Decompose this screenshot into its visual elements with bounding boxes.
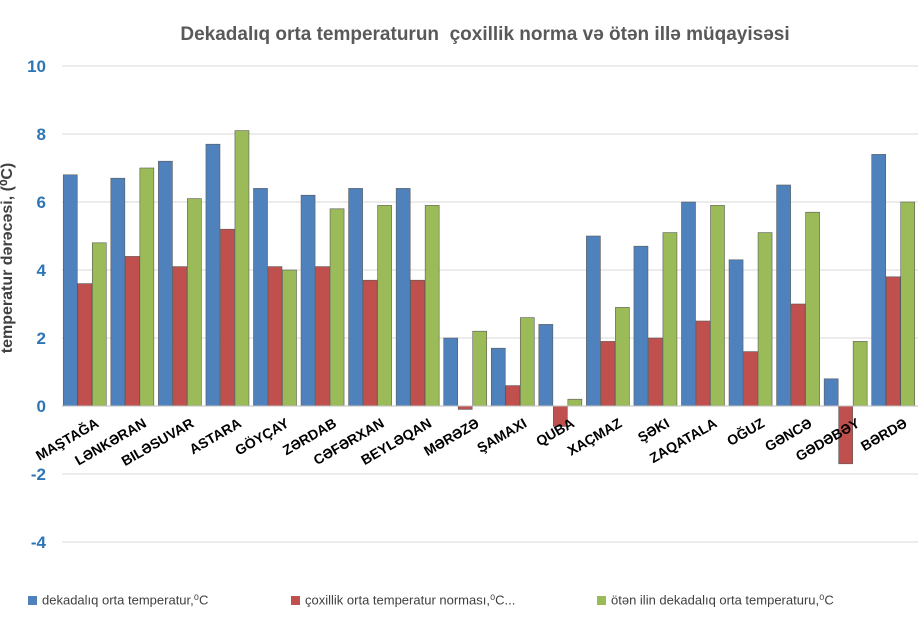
bars: [62, 130, 916, 465]
y-tick-label: 2: [37, 329, 46, 348]
bar: [728, 259, 744, 407]
bar: [852, 341, 868, 407]
legend-swatch: [28, 596, 37, 606]
bar: [472, 330, 488, 407]
chart-title: Dekadalıq orta temperaturun çoxillik nor…: [180, 24, 789, 45]
bar: [805, 211, 820, 407]
y-tick-label: 8: [37, 125, 46, 144]
bar: [377, 205, 392, 407]
legend: dekadalıq orta temperatur,⁰C çoxillik ort…: [0, 584, 923, 614]
bar: [790, 303, 806, 407]
bar: [681, 201, 696, 407]
y-tick-label: 4: [37, 261, 47, 280]
y-tick-label: -4: [31, 533, 47, 552]
category-label: BƏRDƏ: [858, 415, 910, 454]
bar: [648, 337, 663, 407]
bar: [490, 347, 506, 407]
legend-label: çoxillik orta temperatur norması,⁰C...: [305, 592, 516, 608]
y-axis-tick-labels: -4 -2 0 2 4 6 8 10: [27, 57, 46, 552]
bar: [743, 351, 758, 407]
bar: [424, 205, 440, 407]
bar: [633, 245, 649, 407]
bar: [329, 208, 345, 407]
bar: [110, 177, 126, 407]
bar: [91, 242, 107, 407]
bar: [187, 198, 202, 407]
bar: [300, 194, 316, 407]
bar: [519, 317, 535, 407]
legend-item: dekadalıq orta temperatur,⁰C: [28, 592, 208, 609]
legend-label: dekadalıq orta temperatur,⁰C: [42, 592, 209, 608]
legend-swatch: [597, 596, 606, 606]
y-tick-label: 10: [27, 57, 46, 76]
legend-item: çoxillik orta temperatur norması,⁰C...: [291, 592, 515, 609]
y-axis-label: temperatur dərəcəsi, (⁰C): [0, 163, 16, 353]
bar: [567, 398, 583, 407]
bar: [158, 160, 173, 407]
bar: [267, 266, 283, 407]
bar: [172, 266, 188, 407]
bar: [586, 235, 601, 407]
bar: [234, 130, 250, 407]
bar: [443, 337, 459, 407]
category-label: ŞAMAXI: [474, 415, 529, 456]
bar: [538, 324, 554, 407]
bar: [662, 232, 678, 407]
bar: [62, 174, 78, 407]
bar: [600, 341, 616, 407]
legend-label: ötən ilin dekadalıq orta temperaturu,⁰C: [611, 592, 834, 608]
legend-swatch: [291, 596, 300, 606]
category-labels: MAŞTAĞALƏNKƏRANBILƏSUVARASTARAGÖYÇAYZƏRD…: [32, 414, 909, 469]
bar: [205, 143, 221, 407]
bar: [695, 320, 711, 407]
legend-item: ötən ilin dekadalıq orta temperaturu,⁰C: [597, 592, 834, 609]
bar: [125, 256, 140, 407]
bar: [282, 269, 297, 407]
bar: [505, 385, 521, 407]
bar: [253, 188, 268, 407]
y-tick-label: 0: [37, 397, 46, 416]
bar: [77, 283, 93, 407]
bar: [315, 266, 330, 407]
bar: [900, 201, 916, 407]
bar: [871, 154, 887, 407]
bar: [139, 167, 155, 407]
bar: [410, 279, 425, 407]
bar: [348, 188, 363, 407]
category-label: MƏRƏZƏ: [421, 415, 482, 459]
y-tick-label: -2: [31, 465, 46, 484]
bar: [710, 205, 725, 407]
bar: [757, 232, 773, 407]
grid-lines: [62, 65, 918, 543]
y-tick-label: 6: [37, 193, 46, 212]
bar: [823, 378, 839, 407]
bar: [615, 307, 630, 407]
bar: [776, 184, 791, 407]
category-label: OĞUZ: [724, 414, 768, 449]
bar: [220, 228, 235, 407]
category-label: XAÇMAZ: [565, 415, 625, 459]
bar: [457, 405, 473, 410]
bar: [362, 279, 378, 407]
bar: [885, 276, 901, 407]
bar: [395, 188, 411, 407]
